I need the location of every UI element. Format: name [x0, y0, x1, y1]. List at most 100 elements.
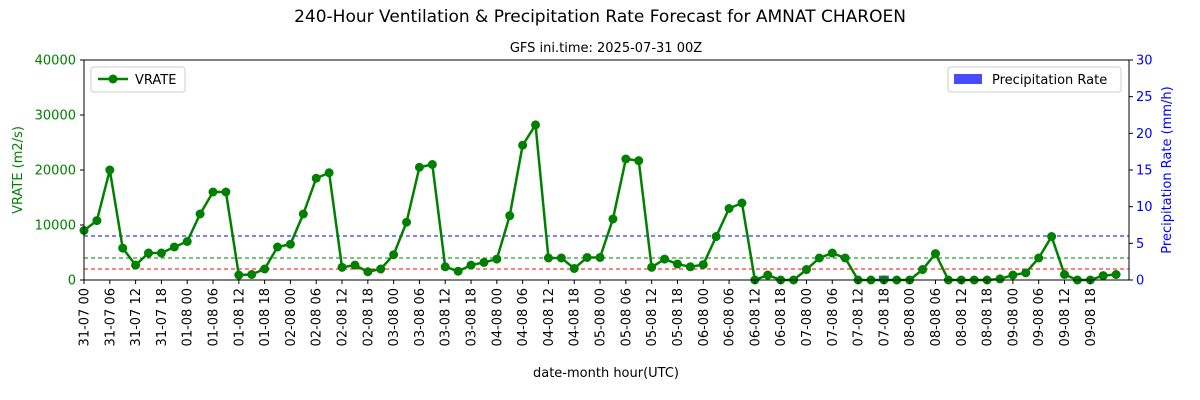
x-tick-label: 03-08 06 [413, 288, 428, 346]
vrate-point [518, 140, 528, 150]
vrate-point [440, 262, 450, 272]
x-tick-label: 07-08 06 [826, 288, 841, 346]
vrate-point [105, 165, 115, 175]
vrate-point [801, 265, 811, 275]
vrate-point [543, 253, 553, 263]
vrate-point [556, 253, 566, 263]
x-tick-label: 09-08 12 [1058, 288, 1073, 346]
x-tick-label: 05-08 12 [645, 288, 660, 346]
x-tick-label: 31-07 00 [78, 288, 93, 346]
x-tick-label: 06-08 18 [774, 288, 789, 346]
left-y-tick-label: 40000 [35, 54, 76, 69]
vrate-point [247, 270, 257, 279]
vrate-point [698, 260, 708, 270]
vrate-point [1059, 270, 1069, 279]
right-y-axis-label: Precipitation Rate (mm/h) [1160, 86, 1175, 253]
vrate-point [814, 253, 824, 263]
legend-precipitation-label: Precipitation Rate [992, 73, 1107, 88]
vrate-point [1021, 268, 1031, 278]
vrate-point [479, 257, 489, 267]
vrate-point [505, 211, 515, 221]
right-y-axis: 0 5 10 15 20 25 30 [1129, 54, 1153, 289]
vrate-point [156, 248, 166, 258]
x-tick-label: 01-08 12 [232, 288, 247, 346]
chart-title: 240-Hour Ventilation & Precipitation Rat… [294, 7, 906, 27]
vrate-point [763, 270, 773, 280]
reference-lines [84, 235, 1129, 270]
vrate-point [531, 120, 541, 130]
vrate-point [1008, 270, 1018, 280]
left-y-axis: 0 10000 20000 30000 40000 [35, 54, 84, 289]
vrate-point [169, 242, 179, 252]
x-tick-label: 05-08 06 [619, 288, 634, 346]
x-tick-label: 04-08 18 [568, 288, 583, 346]
right-y-tick-label: 0 [1136, 274, 1144, 289]
vrate-point [595, 252, 605, 262]
vrate-point [827, 248, 837, 258]
x-tick-label: 09-08 00 [1006, 288, 1021, 346]
x-tick-label: 02-08 00 [284, 288, 299, 346]
x-tick-label: 31-07 12 [129, 288, 144, 346]
x-tick-label: 01-08 06 [207, 288, 222, 346]
vrate-point [660, 254, 670, 264]
x-tick-label: 07-08 00 [800, 288, 815, 346]
right-y-tick-label: 30 [1136, 54, 1153, 69]
plot-frame [83, 59, 1130, 281]
vrate-point [672, 259, 682, 269]
vrate-point [402, 217, 412, 227]
vrate-point [208, 187, 218, 197]
vrate-point [918, 265, 928, 275]
vrate-point [414, 162, 424, 172]
x-tick-label: 09-08 18 [1084, 288, 1099, 346]
vrate-point [427, 160, 437, 169]
vrate-point [724, 204, 734, 213]
vrate-point [608, 214, 618, 224]
vrate-point [285, 239, 295, 249]
vrate-point [363, 267, 373, 277]
vrate-point [298, 209, 308, 219]
right-y-tick-label: 15 [1136, 164, 1153, 179]
x-tick-label: 09-08 06 [1032, 288, 1047, 346]
x-tick-label: 03-08 18 [465, 288, 480, 346]
legend-precipitation: Precipitation Rate [947, 66, 1122, 93]
legend-vrate-marker [108, 74, 118, 84]
x-tick-label: 06-08 06 [723, 288, 738, 346]
vrate-point [92, 216, 102, 226]
vrate-point [311, 173, 321, 183]
vrate-point [466, 260, 476, 270]
x-tick-label: 02-08 06 [310, 288, 325, 346]
right-y-tick-label: 10 [1136, 200, 1153, 215]
vrate-point [350, 260, 360, 270]
legend-vrate: VRATE [90, 66, 186, 93]
x-tick-label: 07-08 12 [852, 288, 867, 346]
vrate-point [840, 253, 850, 263]
vrate-point [260, 264, 270, 274]
vrate-point [234, 270, 244, 280]
x-tick-label: 01-08 18 [258, 288, 273, 346]
x-tick-label: 08-08 00 [903, 288, 918, 346]
vrate-point [273, 242, 283, 252]
x-tick-label: 08-08 18 [981, 288, 996, 346]
vrate-point [582, 252, 592, 262]
vrate-point [131, 260, 141, 270]
right-y-tick-label: 5 [1136, 237, 1144, 252]
x-tick-label: 04-08 00 [490, 288, 505, 346]
vrate-point [221, 187, 231, 197]
x-tick-label: 06-08 00 [697, 288, 712, 346]
vrate-point [389, 250, 399, 260]
vrate-point [930, 249, 940, 259]
vrate-point [737, 198, 747, 208]
x-tick-label: 08-08 12 [955, 288, 970, 346]
x-tick-label: 04-08 06 [516, 288, 531, 346]
vrate-point [182, 237, 192, 246]
vrate-point [569, 263, 579, 273]
left-y-tick-label: 30000 [35, 109, 76, 124]
right-y-tick-label: 20 [1136, 127, 1153, 142]
vrate-point [1098, 271, 1108, 281]
vrate-point [711, 232, 721, 242]
chart-subtitle: GFS ini.time: 2025-07-31 00Z [510, 41, 702, 56]
left-y-tick-label: 10000 [35, 219, 76, 234]
vrate-point [453, 266, 463, 276]
right-y-tick-label: 25 [1136, 90, 1153, 105]
legend-precipitation-swatch [954, 74, 982, 84]
